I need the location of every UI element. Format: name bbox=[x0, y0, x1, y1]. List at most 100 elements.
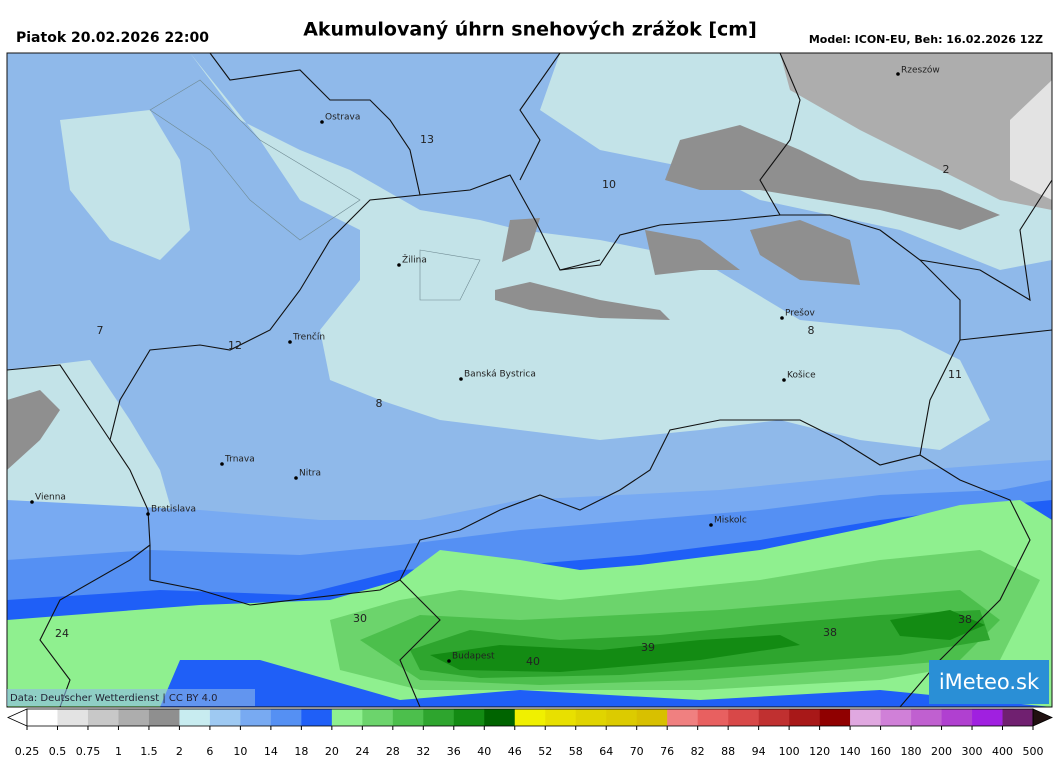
city-label: Banská Bystrica bbox=[464, 370, 536, 380]
map-area bbox=[7, 53, 1052, 707]
colorbar-tick-label: 200 bbox=[931, 745, 952, 758]
colorbar-segment bbox=[270, 709, 302, 726]
city-label: Trenčín bbox=[292, 332, 325, 343]
logo-box bbox=[929, 660, 1049, 704]
city-dot bbox=[146, 512, 150, 516]
city-dot bbox=[30, 500, 34, 504]
colorbar-segment bbox=[850, 709, 881, 726]
colorbar-tick-label: 1.5 bbox=[140, 745, 158, 758]
value-label: 40 bbox=[526, 655, 540, 668]
colorbar-segment bbox=[972, 709, 1003, 726]
colorbar-tick-label: 36 bbox=[447, 745, 461, 758]
city-dot bbox=[459, 377, 463, 381]
colorbar-segment bbox=[789, 709, 820, 726]
colorbar-segment bbox=[423, 709, 455, 726]
colorbar-tick-label: 1 bbox=[115, 745, 122, 758]
colorbar-tick-label: 180 bbox=[901, 745, 922, 758]
colorbar-segment bbox=[667, 709, 698, 726]
field-1-1.5 bbox=[780, 53, 1052, 210]
colorbar-tick-label: 82 bbox=[691, 745, 705, 758]
city-dot bbox=[780, 316, 784, 320]
colorbar-tick-label: 46 bbox=[508, 745, 522, 758]
colorbar-tick-label: 64 bbox=[599, 745, 613, 758]
value-label: 7 bbox=[97, 324, 104, 337]
colorbar-segment bbox=[331, 709, 363, 726]
field-0.5-0.75 bbox=[1010, 80, 1052, 200]
city-dot bbox=[220, 462, 224, 466]
colorbar-segment bbox=[392, 709, 424, 726]
value-label: 13 bbox=[420, 133, 434, 146]
value-label: 2 bbox=[943, 163, 950, 176]
city-label: Budapest bbox=[452, 652, 495, 662]
city-label: Ostrava bbox=[325, 113, 360, 123]
colorbar-tick-label: 40 bbox=[477, 745, 491, 758]
colorbar-tick-label: 32 bbox=[416, 745, 430, 758]
colorbar-segment bbox=[27, 709, 58, 726]
value-label: 8 bbox=[376, 397, 383, 410]
colorbar-tick-label: 70 bbox=[630, 745, 644, 758]
colorbar-segment bbox=[697, 709, 729, 726]
value-label: 8 bbox=[808, 324, 815, 337]
colorbar-tick-label: 24 bbox=[355, 745, 369, 758]
value-label: 12 bbox=[228, 339, 242, 352]
field-1.5-2 bbox=[665, 125, 1000, 230]
value-label: 10 bbox=[602, 178, 616, 191]
colorbar: 0.25 0.5 0.75 1 1.5 2 6 10 14 18 20 24 28 32 36 40 46 52 5… bbox=[7, 708, 1053, 758]
valid-time: Piatok 20.02.2026 22:00 bbox=[16, 30, 209, 46]
field-1.5-2 bbox=[495, 282, 670, 320]
map-frame bbox=[6, 52, 1053, 708]
colorbar-tick-label: 58 bbox=[569, 745, 583, 758]
colorbar-segment bbox=[941, 709, 973, 726]
data-credit: Data: Deutscher Wetterdienst | CC BY 4.0 bbox=[10, 693, 218, 704]
colorbar-segment bbox=[545, 709, 577, 726]
colorbar-segment bbox=[118, 709, 150, 726]
city-dot bbox=[397, 263, 401, 267]
colorbar-segment bbox=[880, 709, 912, 726]
field-1.5-2 bbox=[7, 390, 60, 470]
colorbar-tick-label: 500 bbox=[1023, 745, 1044, 758]
city-dot bbox=[294, 476, 298, 480]
value-label: 38 bbox=[823, 626, 837, 639]
colorbar-tick-label: 6 bbox=[206, 745, 213, 758]
colorbar-segment bbox=[514, 709, 546, 726]
colorbar-segment bbox=[911, 709, 942, 726]
colorbar-tick-label: 52 bbox=[538, 745, 552, 758]
colorbar-tick-label: 28 bbox=[386, 745, 400, 758]
city-dot bbox=[320, 120, 324, 124]
colorbar-tick-label: 160 bbox=[870, 745, 891, 758]
colorbar-frame bbox=[26, 708, 1034, 727]
value-label: 30 bbox=[353, 612, 367, 625]
city-dot bbox=[709, 523, 713, 527]
city-label: Trnava bbox=[224, 455, 255, 465]
city-label: Bratislava bbox=[151, 505, 196, 515]
city-label: Nitra bbox=[299, 469, 321, 479]
colorbar-segment bbox=[728, 709, 759, 726]
colorbar-tick-label: 20 bbox=[325, 745, 339, 758]
city-label: Žilina bbox=[402, 254, 427, 266]
field-1.5-2 bbox=[502, 218, 540, 262]
field-1.5-2 bbox=[750, 220, 860, 285]
colorbar-segment bbox=[819, 709, 851, 726]
colorbar-segment bbox=[301, 709, 333, 726]
colorbar-tick-label: 0.25 bbox=[15, 745, 40, 758]
city-label: Miskolc bbox=[714, 516, 747, 526]
colorbar-segment bbox=[209, 709, 241, 726]
city-label: Prešov bbox=[785, 308, 816, 319]
colorbar-tick-label: 88 bbox=[721, 745, 735, 758]
colorbar-tick-label: 0.75 bbox=[76, 745, 101, 758]
colorbar-segment bbox=[758, 709, 790, 726]
colorbar-tick-label: 140 bbox=[840, 745, 861, 758]
colorbar-arrow-right bbox=[1032, 708, 1053, 727]
colorbar-tick-label: 18 bbox=[294, 745, 308, 758]
city-dot bbox=[447, 659, 451, 663]
colorbar-tick-label: 120 bbox=[809, 745, 830, 758]
colorbar-segment bbox=[362, 709, 394, 726]
colorbar-tick-label: 76 bbox=[660, 745, 674, 758]
value-label: 24 bbox=[55, 627, 69, 640]
colorbar-tick-label: 2 bbox=[176, 745, 183, 758]
city-dot bbox=[288, 340, 292, 344]
value-label: 38 bbox=[958, 613, 972, 626]
colorbar-segment bbox=[148, 709, 180, 726]
country-border bbox=[109, 174, 961, 606]
map-title: Akumulovaný úhrn snehových zrážok [cm] bbox=[303, 19, 757, 41]
